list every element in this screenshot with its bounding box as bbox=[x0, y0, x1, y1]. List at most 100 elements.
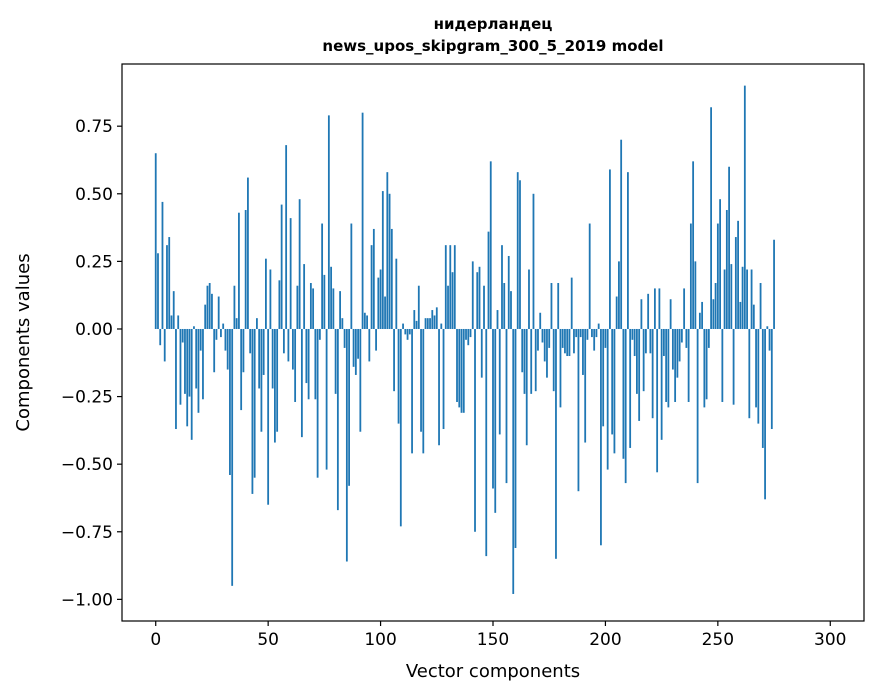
bar bbox=[739, 301, 742, 329]
bar bbox=[460, 328, 463, 413]
bar bbox=[211, 293, 213, 329]
bar bbox=[660, 328, 663, 440]
bar bbox=[163, 328, 166, 362]
bar bbox=[707, 328, 710, 348]
bar bbox=[251, 328, 254, 494]
bar bbox=[714, 283, 717, 329]
bar bbox=[750, 269, 753, 329]
y-tick-label: −0.25 bbox=[61, 388, 113, 408]
bar bbox=[395, 258, 398, 329]
bar bbox=[678, 328, 681, 362]
bar bbox=[372, 228, 375, 329]
bar bbox=[705, 328, 708, 400]
bar bbox=[519, 180, 521, 329]
bar bbox=[467, 328, 470, 346]
bar bbox=[235, 318, 238, 329]
bar bbox=[190, 328, 193, 440]
bar bbox=[696, 328, 699, 484]
bar bbox=[768, 328, 771, 351]
bar bbox=[399, 328, 402, 527]
bar bbox=[240, 328, 243, 411]
bar bbox=[325, 328, 328, 470]
bar bbox=[586, 328, 589, 340]
bar bbox=[530, 328, 533, 394]
bar bbox=[609, 169, 611, 329]
bar bbox=[546, 328, 548, 378]
bar bbox=[274, 328, 276, 443]
y-tick-label: 0.00 bbox=[75, 320, 113, 340]
bar bbox=[593, 328, 596, 351]
bar bbox=[256, 318, 258, 329]
bar bbox=[354, 328, 357, 375]
bar bbox=[471, 261, 474, 329]
chart-title: нидерландец bbox=[434, 15, 553, 33]
bar bbox=[179, 328, 182, 405]
bar bbox=[525, 328, 528, 446]
bar bbox=[521, 328, 524, 373]
bar bbox=[597, 323, 600, 329]
bar bbox=[177, 315, 180, 329]
bar bbox=[442, 328, 445, 430]
y-tick-label: 0.25 bbox=[75, 252, 113, 272]
bar bbox=[402, 323, 404, 329]
bar bbox=[202, 328, 204, 400]
bar bbox=[408, 328, 411, 335]
bar bbox=[222, 323, 225, 329]
bar bbox=[633, 328, 636, 357]
y-axis-ticks: −1.00 −0.75 −0.50 −0.25 0.00 0.25 0.50 0.75 bbox=[61, 117, 122, 610]
bar bbox=[620, 139, 623, 329]
bar bbox=[469, 328, 472, 338]
bar bbox=[501, 245, 503, 329]
bar bbox=[627, 172, 629, 329]
bar bbox=[166, 245, 168, 329]
bar bbox=[253, 328, 256, 478]
bar bbox=[224, 328, 227, 351]
bar bbox=[462, 328, 465, 413]
bar bbox=[226, 328, 229, 370]
bar bbox=[636, 328, 638, 394]
bar bbox=[186, 328, 189, 427]
bar bbox=[555, 328, 557, 559]
bar bbox=[244, 210, 247, 329]
bar bbox=[537, 328, 539, 351]
bar bbox=[341, 318, 344, 329]
bar bbox=[381, 191, 384, 329]
bar bbox=[489, 161, 492, 329]
bar bbox=[433, 315, 436, 329]
bar bbox=[215, 328, 218, 340]
bar bbox=[645, 328, 647, 354]
bar bbox=[386, 172, 389, 329]
chart-subtitle: news_upos_skipgram_300_5_2019 model bbox=[322, 37, 663, 55]
y-tick-label: −1.00 bbox=[61, 590, 113, 610]
bar bbox=[725, 210, 728, 329]
y-tick-label: −0.75 bbox=[61, 523, 113, 543]
bar bbox=[334, 328, 337, 394]
bar bbox=[494, 328, 497, 513]
x-tick-label: 50 bbox=[257, 630, 279, 650]
bar bbox=[388, 193, 391, 329]
bar bbox=[642, 328, 645, 392]
bar bbox=[361, 112, 364, 329]
bar bbox=[417, 285, 420, 329]
bar bbox=[662, 328, 665, 357]
bar bbox=[719, 199, 721, 329]
bar bbox=[638, 328, 641, 421]
bar bbox=[492, 328, 494, 489]
bar bbox=[667, 328, 670, 408]
bar bbox=[604, 328, 607, 348]
bar bbox=[157, 253, 159, 329]
bar bbox=[199, 328, 202, 351]
bar bbox=[721, 328, 724, 402]
bar bbox=[370, 245, 373, 329]
bar bbox=[710, 107, 712, 329]
bar bbox=[242, 328, 245, 373]
bar bbox=[465, 328, 467, 340]
bar bbox=[305, 328, 308, 384]
bar bbox=[339, 291, 341, 329]
bar bbox=[752, 304, 755, 329]
bar bbox=[393, 328, 395, 392]
bar bbox=[238, 212, 240, 329]
bar bbox=[543, 328, 546, 362]
bar bbox=[377, 277, 380, 329]
